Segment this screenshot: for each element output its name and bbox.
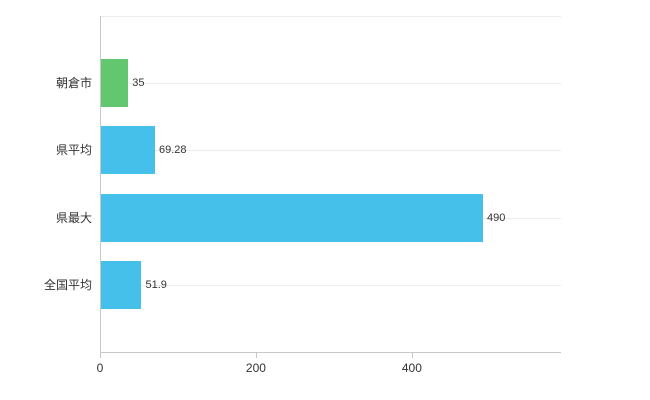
category-label: 県平均 bbox=[55, 143, 92, 158]
category-gridline bbox=[101, 150, 561, 152]
grid-top-border bbox=[101, 16, 561, 17]
category-label: 全国平均 bbox=[43, 277, 92, 292]
x-axis-tick-mark bbox=[100, 353, 101, 358]
bar-value-label: 490 bbox=[487, 211, 506, 224]
category-gridline bbox=[101, 83, 561, 85]
bar-value-label: 69.28 bbox=[159, 144, 187, 157]
x-axis-tick-mark bbox=[255, 353, 257, 358]
bar-value-label: 35 bbox=[132, 77, 145, 90]
bar-value-label: 51.9 bbox=[145, 278, 167, 291]
x-axis-tick-label: 400 bbox=[401, 361, 422, 375]
category-gridline bbox=[101, 284, 561, 286]
category-label: 県最大 bbox=[55, 210, 92, 225]
category-label: 朝倉市 bbox=[55, 76, 92, 91]
bar-2[interactable] bbox=[101, 193, 484, 242]
plot-area: 35 69.28 490 51.9 bbox=[100, 16, 561, 353]
bar-0[interactable] bbox=[101, 59, 129, 108]
bar-1[interactable] bbox=[101, 126, 155, 175]
bar-3[interactable] bbox=[101, 260, 142, 309]
x-axis-tick-mark bbox=[411, 353, 413, 358]
x-axis-tick-label: 200 bbox=[245, 361, 266, 375]
x-axis-tick-label: 0 bbox=[96, 361, 104, 375]
